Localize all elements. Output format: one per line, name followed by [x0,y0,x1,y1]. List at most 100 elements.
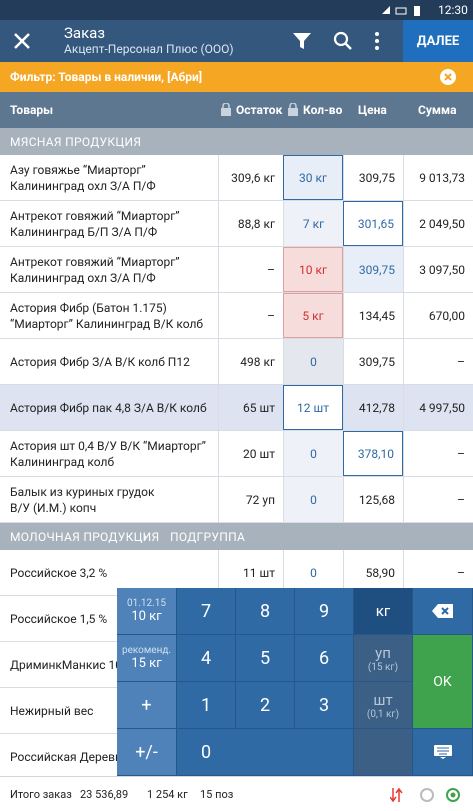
unit-label: уп [375,643,391,662]
keypad: 01.12.15 10 кг рекоменд. 15 кг + +/- 7 8 9 4 5 6 1 2 3… [117,588,473,776]
digit-key[interactable]: 7 [177,588,236,635]
sum-value: 4 997,50 [419,400,465,415]
digit-key[interactable]: 6 [295,635,354,682]
sum-cell: 4 997,50 [403,385,473,430]
name-line: Калининград охл З/А П/Ф [10,178,156,193]
key-label: 2 [259,694,271,716]
total-label: Итого заказ [10,788,72,801]
price-cell: 309,75 [343,155,403,200]
key-label: 8 [259,600,271,622]
table-row[interactable]: Астория Фибр пак 4,8 З/А В/К колб 65 шт 12… [0,385,473,431]
keyboard-key[interactable] [413,729,473,776]
price-cell: 301,65 [343,201,403,246]
price-cell: 58,90 [343,550,403,595]
group-title: МЯСНАЯ ПРОДУКЦИЯ [10,135,142,149]
qty-cell[interactable]: 5 кг [283,293,343,338]
product-name: Астория Фибр пак 4,8 З/А В/К колб [10,385,207,430]
stock-value: 65 шт [243,400,275,415]
name-line: Калининград колб [10,454,115,469]
price-value: 378,10 [357,446,394,461]
column-label: Товары [10,103,54,117]
column-label: Кол-во [303,103,343,117]
qty-cell[interactable]: 0 [283,339,343,384]
plus-key[interactable]: + [117,682,177,729]
qty-cell[interactable]: 7 кг [283,201,343,246]
price-cell: 134,45 [343,293,403,338]
table-row[interactable]: Антрекот говяжий “Миарторг” Калининград о… [0,247,473,293]
backspace-key[interactable] [413,588,473,635]
qty-cell[interactable]: 30 кг [283,155,343,200]
footer: Итого заказ 23 536,89 1 254 кг 15 поз [0,776,473,811]
filter-button[interactable] [292,31,312,51]
digit-key[interactable]: 4 [177,635,236,682]
key-label: +/- [135,741,158,763]
sum-cell: 2 049,50 [403,201,473,246]
table-row[interactable]: Антрекот говяжий “Миарторг” Калининград Б… [0,201,473,247]
lock-icon [221,103,231,116]
stock-cell: 309,6 кг [218,155,283,200]
table-row[interactable]: Балык из куриных грудок В/У (И.М.) копч 72… [0,477,473,523]
digit-key[interactable]: 9 [295,588,354,635]
sum-value: – [457,565,465,580]
price-cell: 412,78 [343,385,403,430]
table-row[interactable]: Азу говяжье “Миарторг” Калининград охл З/… [0,155,473,201]
zero-key[interactable]: 0 [177,729,354,776]
sum-value: 670,00 [428,308,465,323]
ok-key[interactable]: OK [413,635,473,729]
sum-cell: – [403,550,473,595]
table-row[interactable]: Астория Фибр З/А В/К колб П12 498 кг 0 309,… [0,339,473,385]
digit-key[interactable]: 3 [295,682,354,729]
key-label: 1 [200,694,212,716]
search-button[interactable] [333,31,353,51]
digit-key[interactable]: 1 [177,682,236,729]
digit-key[interactable]: 5 [236,635,295,682]
close-button[interactable] [13,32,31,50]
unit-key[interactable]: шт (0,1 кг) [354,682,413,729]
group-header: МЯСНАЯ ПРОДУКЦИЯ [0,128,473,155]
sum-cell: 3 097,50 [403,247,473,292]
table-row[interactable]: Астория шт 0,4 В/У В/К “Миарторг” Калинин… [0,431,473,477]
key-label: 7 [200,600,212,622]
qty-cell[interactable]: 0 [283,477,343,522]
stock-value: 88,8 кг [237,216,275,231]
product-name: Астория шт 0,4 В/У В/К “Миарторг” Калинин… [10,431,206,476]
filter-bar: Фильтр: Товары в наличии, [Абри] [0,62,473,92]
price-cell: 378,10 [343,431,403,476]
table-row[interactable]: Астория Фибр (Батон 1.175) “Миарторг” Кал… [0,293,473,339]
qty-value: 10 кг [299,262,327,277]
more-button[interactable] [372,31,382,51]
qty-cell[interactable]: 0 [283,550,343,595]
unit-key[interactable]: кг [354,588,413,635]
app-bar: Заказ Акцепт-Персонал Плюс (ООО) ДАЛЕЕ [0,20,473,62]
unit-note: (0,1 кг) [366,708,400,720]
sum-value: – [457,446,465,461]
stock-value: – [267,262,275,277]
stock-cell: 11 шт [218,550,283,595]
product-name: Нежирный вес [10,688,93,733]
qty-cell[interactable]: 12 шт [283,385,343,430]
clear-filter[interactable] [440,69,456,85]
name-line: Калининград охл З/А П/Ф [10,270,156,285]
qty-cell[interactable]: 10 кг [283,247,343,292]
price-value: 301,65 [357,216,394,231]
next-button[interactable]: ДАЛЕЕ [403,20,473,62]
date-cell: 01.12.15 10 кг [117,588,177,635]
unit-key[interactable]: уп (15 кг) [354,635,413,682]
name-line: ДриминкМанкис 100 [10,657,129,672]
recommended-cell[interactable]: рекоменд. 15 кг [117,635,177,682]
stock-cell: 88,8 кг [218,201,283,246]
name-line: “Миарторг” Калининград В/К колб [10,316,204,331]
digit-key[interactable]: 2 [236,682,295,729]
sum-value: 9 013,73 [419,170,465,185]
qty-cell[interactable]: 0 [283,431,343,476]
sign-key[interactable]: +/- [117,729,177,776]
digit-key[interactable]: 8 [236,588,295,635]
group-header: МОЛОЧНАЯ ПРОДУКЦИЯ › ПОДГРУППА [0,523,473,550]
key-label: 3 [318,694,330,716]
total-sum: 23 536,89 [80,788,129,801]
group-title: ПОДГРУППА [170,530,246,544]
qty-value: 0 [310,354,317,369]
sum-value: 2 049,50 [419,216,465,231]
product-name: Российское 1,5 % [10,596,107,641]
